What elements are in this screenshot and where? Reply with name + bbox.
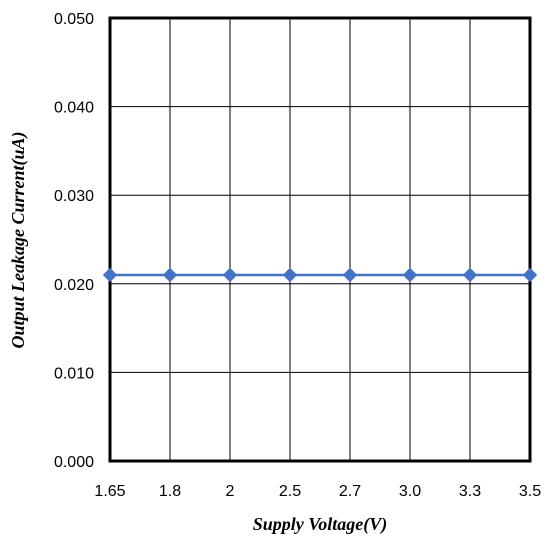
- x-tick-label: 1.65: [94, 483, 125, 500]
- y-tick-label: 0.020: [54, 277, 94, 294]
- data-point-marker: [522, 267, 538, 283]
- y-tick-label: 0.040: [54, 100, 94, 117]
- x-axis-title: Supply Voltage(V): [253, 514, 388, 535]
- data-point-marker: [102, 267, 118, 283]
- plot-area-frame: [108, 16, 532, 463]
- x-tick-label: 3.5: [519, 483, 541, 500]
- y-tick-label: 0.030: [54, 188, 94, 205]
- x-tick-label: 2: [226, 483, 235, 500]
- series-layer: [102, 267, 538, 283]
- y-axis-title: Output Leakage Current(uA): [8, 131, 29, 348]
- y-tick-label: 0.050: [54, 11, 94, 28]
- grid: [109, 17, 531, 462]
- data-point-marker: [462, 267, 478, 283]
- x-tick-label: 2.5: [279, 483, 301, 500]
- y-axis-ticks: 0.000 0.010 0.020 0.030 0.040 0.050: [54, 11, 94, 471]
- x-tick-label: 3.0: [399, 483, 421, 500]
- x-axis-ticks: 1.65 1.8 2 2.5 2.7 3.0 3.3 3.5: [94, 483, 541, 500]
- y-tick-label: 0.000: [54, 454, 94, 471]
- data-point-marker: [342, 267, 358, 283]
- data-point-marker: [282, 267, 298, 283]
- data-point-marker: [402, 267, 418, 283]
- data-point-marker: [162, 267, 178, 283]
- y-tick-label: 0.010: [54, 365, 94, 382]
- x-tick-label: 1.8: [159, 483, 181, 500]
- x-tick-label: 3.3: [459, 483, 481, 500]
- data-point-marker: [222, 267, 238, 283]
- x-tick-label: 2.7: [339, 483, 361, 500]
